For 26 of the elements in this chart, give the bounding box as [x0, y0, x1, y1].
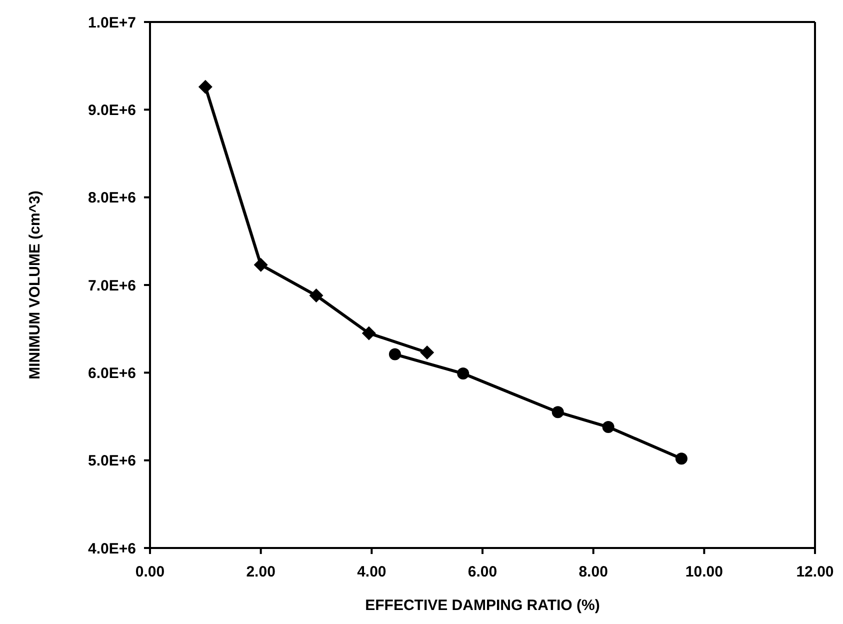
point	[198, 80, 212, 94]
point	[362, 326, 376, 340]
y-tick-label: 7.0E+6	[88, 277, 136, 294]
y-tick-label: 8.0E+6	[88, 190, 136, 207]
point	[552, 406, 564, 418]
point	[309, 288, 324, 303]
x-tick-label: 0.00	[135, 564, 165, 581]
x-tick-label: 4.00	[357, 564, 386, 581]
point	[388, 348, 401, 360]
point	[457, 368, 470, 380]
y-axis-title: MINIMUM VOLUME (cm^3)	[26, 190, 44, 380]
point	[602, 421, 614, 434]
y-tick-label: 1.0E+7	[88, 14, 136, 32]
x-tick-label: 2.00	[246, 564, 276, 581]
y-tick-label: 6.0E+6	[88, 364, 136, 382]
point	[254, 258, 268, 272]
x-tick-label: 6.00	[468, 564, 498, 581]
x-tick-label: 12.00	[796, 564, 834, 581]
point	[420, 346, 434, 360]
point	[675, 452, 688, 465]
x-axis-title: EFFECTIVE DAMPING RATIO (%)	[365, 597, 600, 614]
x-tick-label: 10.00	[685, 564, 723, 581]
x-tick-label: 8.00	[578, 564, 608, 581]
y-tick-label: 5.0E+6	[88, 452, 136, 470]
y-tick-label: 4.0E+6	[88, 540, 136, 558]
y-tick-label: 9.0E+6	[88, 102, 136, 119]
